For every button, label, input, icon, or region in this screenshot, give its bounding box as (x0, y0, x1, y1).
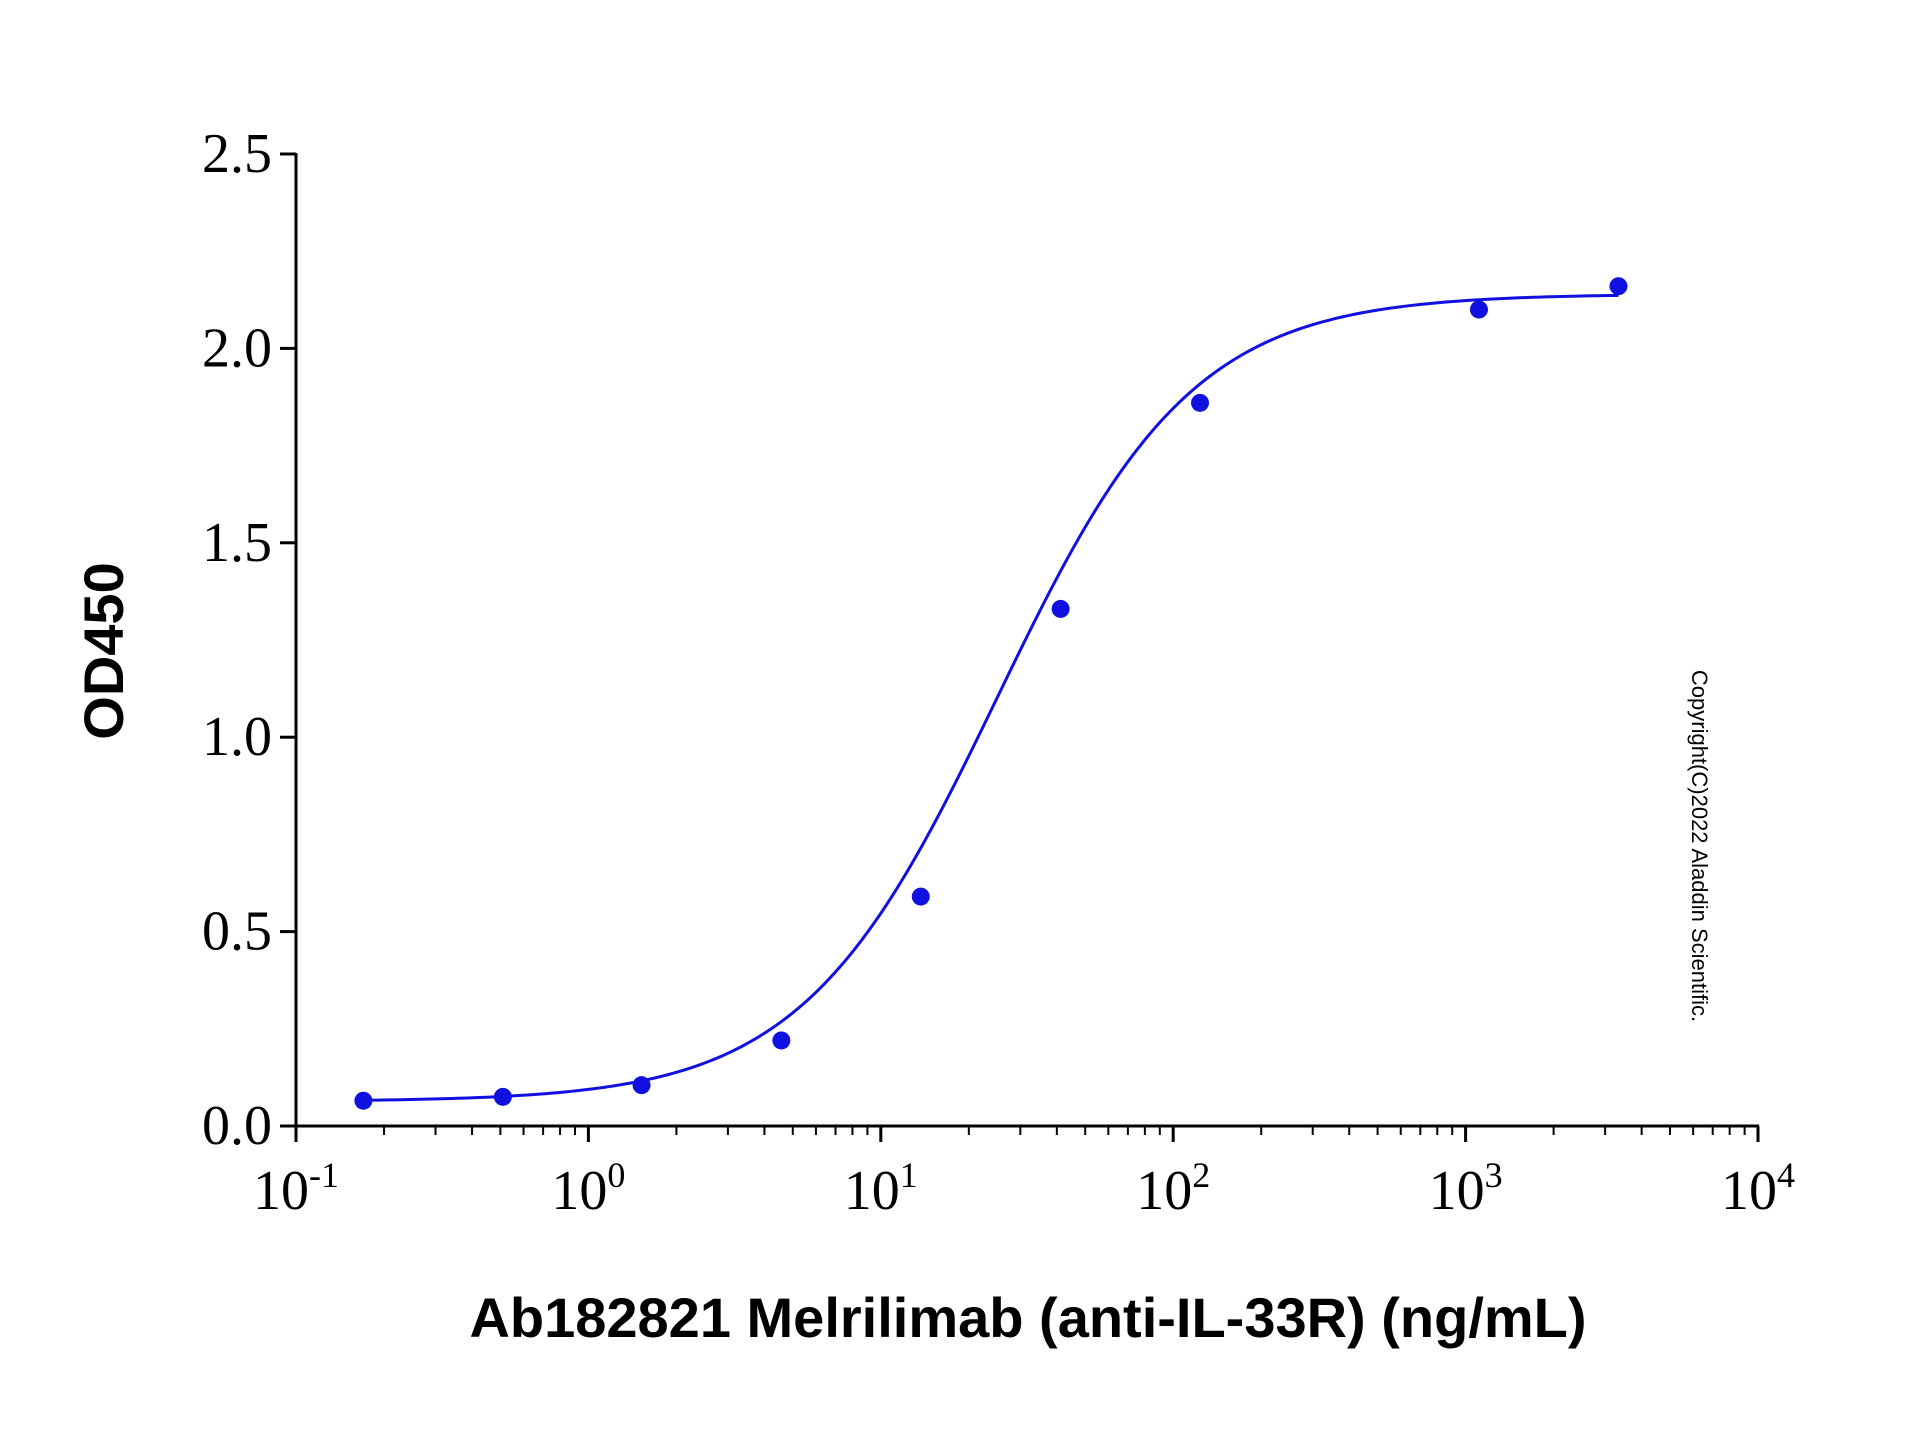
data-point (1469, 300, 1488, 319)
y-tick-label: 0.5 (202, 901, 272, 963)
x-tick-label: 103 (1429, 1155, 1503, 1222)
fit-curve-layer (363, 293, 1619, 1102)
fit-curve (363, 293, 1619, 1102)
x-tick-label: 104 (1721, 1155, 1795, 1222)
y-tick-label: 0.0 (202, 1095, 272, 1157)
data-point (1609, 277, 1628, 296)
copyright-annotation: Copyright(C)2022 Aladdin Scientific. (1687, 670, 1712, 1022)
data-point (354, 1091, 373, 1110)
y-tick-label: 2.0 (202, 317, 272, 379)
data-point (632, 1076, 651, 1095)
data-point (911, 887, 930, 906)
data-point (493, 1087, 512, 1106)
y-axis-ticks: 0.0 0.5 1.0 1.5 2.0 2.5 (202, 123, 296, 1157)
y-tick-label: 1.0 (202, 706, 272, 768)
y-tick-label: 1.5 (202, 512, 272, 574)
x-tick-label: 100 (551, 1155, 625, 1222)
axes-layer: 0.0 0.5 1.0 1.5 2.0 2.5 10-1 100 101 102 103 104 (202, 123, 1795, 1222)
y-tick-label: 2.5 (202, 123, 272, 185)
x-tick-label: 102 (1136, 1155, 1210, 1222)
x-tick-label: 10-1 (253, 1155, 339, 1222)
data-point (1051, 599, 1070, 618)
y-axis-title: OD450 (72, 562, 135, 739)
data-point (772, 1031, 791, 1050)
data-point (1191, 393, 1210, 412)
x-axis-title: Ab182821 Melrilimab (anti-IL-33R) (ng/mL… (469, 1286, 1586, 1349)
x-axis-ticks: 10-1 100 101 102 103 104 (253, 1126, 1795, 1222)
x-tick-label: 101 (844, 1155, 918, 1222)
data-points-layer (354, 277, 1628, 1110)
